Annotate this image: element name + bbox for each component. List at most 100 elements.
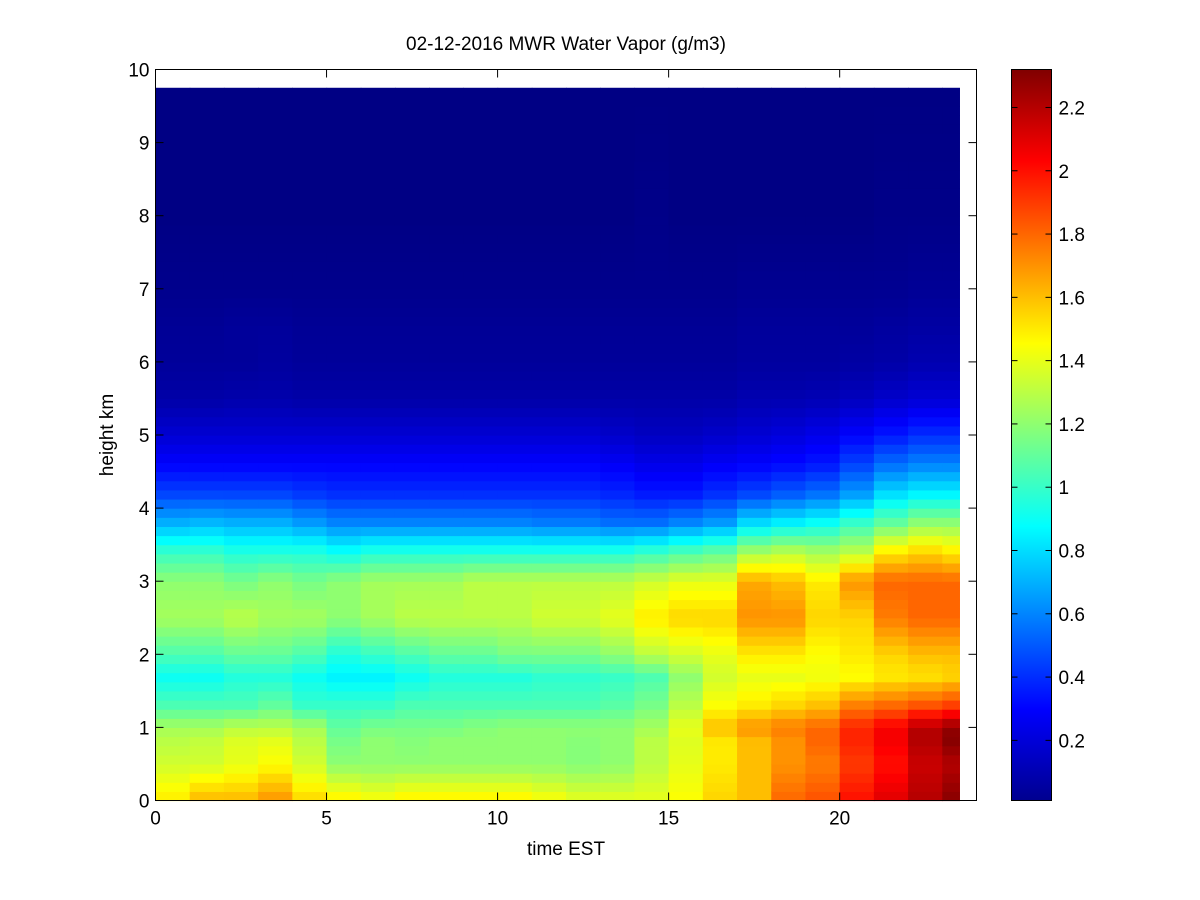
heatmap-cell — [189, 645, 225, 655]
heatmap-cell — [566, 325, 601, 336]
heatmap-cell — [600, 489, 636, 500]
heatmap-cell — [668, 681, 704, 692]
heatmap-cell — [223, 316, 259, 326]
heatmap-cell — [566, 526, 601, 537]
heatmap-cell — [839, 87, 875, 98]
heatmap-cell — [908, 197, 943, 208]
heatmap-cell — [908, 654, 943, 665]
heatmap-cell — [634, 590, 670, 601]
heatmap-cell — [668, 215, 704, 226]
heatmap-cell — [600, 782, 636, 792]
heatmap-cell — [189, 572, 225, 582]
heatmap-cell — [839, 599, 875, 610]
heatmap-cell — [189, 133, 225, 144]
heatmap-cell — [326, 252, 362, 262]
heatmap-cell — [873, 316, 909, 326]
heatmap-cell — [463, 736, 499, 747]
heatmap-cell — [805, 471, 841, 482]
heatmap-cell — [566, 517, 601, 527]
heatmap-cell — [805, 480, 841, 491]
heatmap-cell — [258, 663, 293, 674]
heatmap-cell — [737, 663, 772, 674]
heatmap-cell — [737, 252, 772, 262]
heatmap-cell — [908, 96, 943, 107]
heatmap-cell — [668, 654, 704, 665]
heatmap-cell — [189, 508, 225, 518]
heatmap-cell — [258, 188, 293, 199]
heatmap-cell — [737, 736, 772, 747]
y-tick-label: 7 — [139, 280, 150, 301]
heatmap-cell — [771, 654, 807, 665]
heatmap-cell — [531, 727, 567, 738]
heatmap-cell — [463, 718, 499, 728]
heatmap-cell — [873, 252, 909, 262]
heatmap-cell — [223, 498, 259, 509]
heatmap-cell — [429, 453, 464, 464]
heatmap-cell — [839, 498, 875, 509]
heatmap-cell — [258, 718, 293, 728]
heatmap-cell — [531, 636, 567, 646]
heatmap-cell — [155, 124, 191, 135]
heatmap-cell — [292, 654, 328, 665]
heatmap-cell — [258, 334, 293, 345]
heatmap-cell — [258, 398, 293, 409]
heatmap-cell — [531, 581, 567, 591]
heatmap-cell — [702, 745, 738, 756]
heatmap-cell — [839, 398, 875, 409]
heatmap-cell — [873, 526, 909, 537]
heatmap-cell — [531, 444, 567, 454]
heatmap-cell — [394, 170, 430, 180]
heatmap-cell — [429, 188, 464, 199]
heatmap-cell — [805, 334, 841, 345]
heatmap-cell — [463, 297, 499, 308]
heatmap-cell — [326, 206, 362, 217]
heatmap-cell — [463, 288, 499, 299]
heatmap-cell — [497, 197, 533, 208]
heatmap-cell — [360, 617, 396, 628]
heatmap-cell — [463, 581, 499, 591]
heatmap-cell — [737, 179, 772, 189]
heatmap-cell — [429, 170, 464, 180]
heatmap-cell — [839, 690, 875, 701]
heatmap-cell — [531, 416, 567, 427]
heatmap-cell — [668, 425, 704, 436]
heatmap-cell — [497, 343, 533, 354]
heatmap-cell — [805, 763, 841, 774]
heatmap-cell — [326, 581, 362, 591]
heatmap-cell — [942, 416, 960, 427]
heatmap-cell — [805, 636, 841, 646]
heatmap-cell — [634, 407, 670, 418]
heatmap-cell — [702, 252, 738, 262]
heatmap-cell — [463, 334, 499, 345]
heatmap-cell — [497, 444, 533, 454]
heatmap-cell — [463, 96, 499, 107]
heatmap-cell — [566, 681, 601, 692]
heatmap-cell — [839, 279, 875, 290]
heatmap-cell — [634, 645, 670, 655]
heatmap-cell — [497, 142, 533, 153]
heatmap-cell — [360, 599, 396, 610]
heatmap-cell — [668, 636, 704, 646]
heatmap-cell — [600, 699, 636, 710]
heatmap-cell — [805, 663, 841, 674]
heatmap-cell — [360, 124, 396, 135]
heatmap-cell — [873, 489, 909, 500]
heatmap-cell — [531, 480, 567, 491]
heatmap-cell — [326, 380, 362, 390]
heatmap-cell — [326, 297, 362, 308]
heatmap-cell — [360, 270, 396, 281]
heatmap-cell — [566, 727, 601, 738]
heatmap-cell — [839, 389, 875, 400]
heatmap-cell — [600, 763, 636, 774]
heatmap-cell — [668, 224, 704, 235]
heatmap-cell — [360, 87, 396, 98]
heatmap-cell — [668, 151, 704, 162]
heatmap-cell — [531, 608, 567, 619]
heatmap-cell — [429, 672, 464, 683]
heatmap-cell — [566, 197, 601, 208]
heatmap-cell — [258, 636, 293, 646]
heatmap-cell — [155, 197, 191, 208]
heatmap-cell — [223, 170, 259, 180]
heatmap-cell — [497, 334, 533, 345]
heatmap-cell — [702, 672, 738, 683]
